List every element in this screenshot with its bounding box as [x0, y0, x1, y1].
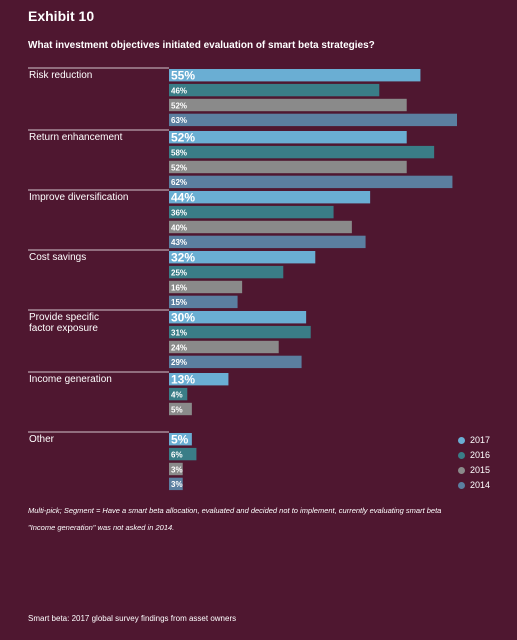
bar-return-enhancement-2015	[169, 160, 407, 174]
bar-return-enhancement-2014	[169, 175, 453, 189]
data-label-improve-diversification-2015: 40%	[171, 223, 187, 232]
data-label-provide-specific-factor-exposure-2014: 29%	[171, 358, 187, 367]
bar-risk-reduction-2016	[169, 83, 380, 97]
bar-cost-savings-2014	[169, 295, 238, 309]
bar-provide-specific-factor-exposure-2014	[169, 355, 302, 369]
bar-income-generation-2016	[169, 387, 188, 401]
legend: 2017 2016 2015 2014	[458, 433, 490, 493]
data-label-improve-diversification-2016: 36%	[171, 208, 187, 217]
footer-source: Smart beta: 2017 global survey findings …	[28, 614, 237, 623]
legend-swatch-2014	[458, 481, 465, 489]
bar-cost-savings-2015	[169, 280, 243, 294]
data-label-other-2015: 3%	[171, 465, 183, 474]
category-label-risk-reduction: Risk reduction	[29, 70, 92, 81]
bar-other-2017	[169, 433, 192, 446]
data-label-income-generation-2016: 4%	[171, 390, 183, 399]
data-label-income-generation-2017: 13%	[171, 373, 195, 387]
data-label-provide-specific-factor-exposure-2017: 30%	[171, 311, 195, 325]
category-label-other: Other	[29, 434, 55, 445]
legend-item-2015: 2015	[458, 463, 490, 477]
bar-cost-savings-2017	[169, 251, 316, 264]
legend-label-2014: 2014	[470, 480, 491, 490]
bar-income-generation-2015	[169, 402, 192, 416]
data-label-other-2014: 3%	[171, 480, 183, 489]
legend-swatch-2017	[458, 436, 465, 444]
legend-item-2017: 2017	[458, 433, 490, 447]
data-label-return-enhancement-2014: 62%	[171, 178, 187, 187]
category-label-cost-savings: Cost savings	[29, 252, 86, 263]
category-label-improve-diversification: Improve diversification	[29, 192, 128, 203]
bar-improve-diversification-2015	[169, 220, 352, 234]
legend-label-2015: 2015	[470, 465, 491, 475]
category-label-return-enhancement: Return enhancement	[29, 132, 123, 143]
data-label-risk-reduction-2017: 55%	[171, 69, 195, 83]
bar-risk-reduction-2017	[169, 69, 421, 82]
bar-provide-specific-factor-exposure-2017	[169, 311, 307, 324]
bar-return-enhancement-2017	[169, 131, 407, 144]
bar-improve-diversification-2017	[169, 191, 371, 204]
legend-item-2014: 2014	[458, 478, 490, 492]
note-income-generation: "Income generation" was not asked in 201…	[28, 523, 175, 532]
data-label-return-enhancement-2016: 58%	[171, 148, 187, 157]
data-label-improve-diversification-2014: 43%	[171, 238, 187, 247]
bar-risk-reduction-2014	[169, 113, 457, 127]
category-label-provide-specific-factor-exposure: factor exposure	[29, 323, 98, 334]
data-label-improve-diversification-2017: 44%	[171, 191, 195, 205]
legend-swatch-2015	[458, 466, 465, 474]
data-label-return-enhancement-2017: 52%	[171, 131, 195, 145]
data-label-provide-specific-factor-exposure-2016: 31%	[171, 328, 187, 337]
legend-label-2016: 2016	[470, 450, 491, 460]
data-label-provide-specific-factor-exposure-2015: 24%	[171, 343, 187, 352]
data-label-other-2017: 5%	[171, 433, 189, 447]
bar-improve-diversification-2016	[169, 205, 334, 219]
bar-cost-savings-2016	[169, 265, 284, 279]
bar-chart: Risk reduction 55% 46% 52% 63% Return enhance…	[28, 67, 457, 491]
bar-other-2014	[169, 477, 183, 491]
data-label-risk-reduction-2014: 63%	[171, 116, 187, 125]
bar-provide-specific-factor-exposure-2016	[169, 325, 311, 339]
data-label-cost-savings-2016: 25%	[171, 268, 187, 277]
legend-item-2016: 2016	[458, 448, 490, 462]
data-label-cost-savings-2015: 16%	[171, 283, 187, 292]
data-label-return-enhancement-2015: 52%	[171, 163, 187, 172]
note-multipick: Multi-pick; Segment = Have a smart beta …	[28, 506, 442, 515]
bar-other-2015	[169, 462, 183, 476]
data-label-other-2016: 6%	[171, 450, 183, 459]
legend-swatch-2016	[458, 451, 465, 459]
bar-improve-diversification-2014	[169, 235, 366, 249]
bar-return-enhancement-2016	[169, 145, 435, 159]
bar-risk-reduction-2015	[169, 98, 407, 112]
data-label-cost-savings-2017: 32%	[171, 251, 195, 265]
data-label-risk-reduction-2016: 46%	[171, 86, 187, 95]
exhibit-label: Exhibit 10	[28, 8, 95, 24]
category-label-provide-specific-factor-exposure: Provide specific	[29, 312, 99, 323]
category-label-income-generation: Income generation	[29, 374, 112, 385]
bar-provide-specific-factor-exposure-2015	[169, 340, 279, 354]
data-label-cost-savings-2014: 15%	[171, 298, 187, 307]
bar-other-2016	[169, 447, 197, 461]
bar-income-generation-2017	[169, 373, 229, 386]
data-label-risk-reduction-2015: 52%	[171, 101, 187, 110]
data-label-income-generation-2015: 5%	[171, 405, 183, 414]
chart-title: What investment objectives initiated eva…	[28, 40, 375, 51]
legend-label-2017: 2017	[470, 435, 491, 445]
